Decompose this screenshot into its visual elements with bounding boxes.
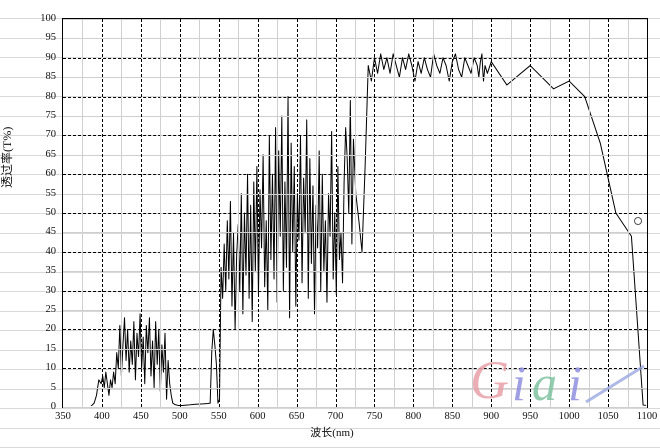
y-tick-label: 70 [45, 129, 57, 141]
y-tick-label: 85 [45, 71, 57, 83]
y-tick-label: 35 [45, 265, 57, 277]
x-tick-label: 500 [171, 411, 188, 422]
x-tick-label: 350 [55, 411, 71, 422]
y-tick-label: 25 [45, 304, 57, 315]
x-tick-label: 950 [522, 411, 539, 422]
y-tick-label: 30 [45, 284, 57, 296]
y-tick-label: 55 [45, 187, 57, 199]
plot-area [62, 18, 648, 408]
background-rule [0, 408, 660, 409]
x-tick-label: 400 [94, 411, 110, 422]
y-tick-label: 40 [45, 245, 57, 257]
y-tick-label: 15 [45, 342, 57, 354]
x-tick-label: 750 [366, 411, 383, 422]
y-tick-label: 5 [50, 381, 56, 393]
y-tick-label: 10 [45, 362, 57, 374]
y-tick-label: 90 [45, 51, 57, 63]
y-tick-label: 100 [40, 13, 56, 24]
y-tick-label: 0 [50, 401, 56, 412]
y-tick-label: 95 [45, 32, 57, 44]
y-tick-label: 45 [45, 226, 57, 238]
x-tick-label: 600 [249, 411, 266, 422]
x-tick-label: 900 [483, 411, 500, 422]
y-axis-title: 透过率(T%) [0, 126, 14, 188]
y-tick-label: 50 [45, 207, 57, 218]
y-tick-label: 80 [45, 90, 57, 102]
x-tick-label: 550 [210, 411, 227, 422]
x-tick-label: 800 [405, 411, 422, 422]
y-tick-label: 60 [45, 168, 57, 180]
y-tick-label: 20 [45, 323, 57, 335]
x-tick-label: 1100 [636, 411, 658, 422]
x-tick-label: 1000 [558, 411, 580, 422]
circle-marker-icon [634, 217, 642, 225]
y-tick-label: 75 [45, 110, 57, 121]
x-tick-label: 650 [288, 411, 305, 422]
x-tick-label: 1050 [597, 411, 619, 422]
x-tick-label: 700 [327, 411, 344, 422]
x-axis-title: 波长(nm) [310, 427, 354, 439]
y-tick-label: 65 [45, 148, 57, 160]
x-tick-label: 850 [444, 411, 461, 422]
h-gridline [63, 407, 647, 408]
transmittance-curve [90, 53, 646, 406]
x-tick-label: 450 [132, 411, 149, 422]
